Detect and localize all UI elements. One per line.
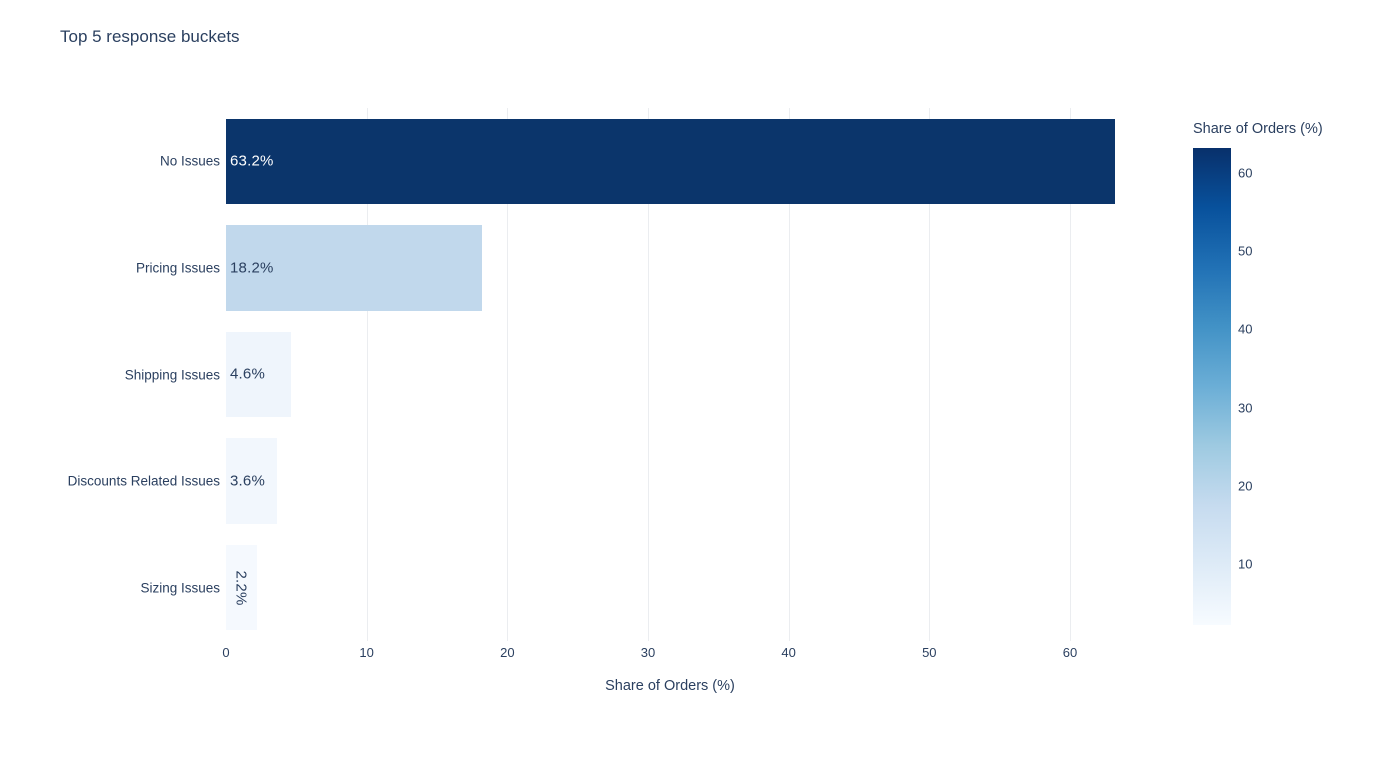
bar[interactable]: 2.2%: [226, 545, 257, 631]
colorbar-tick-label: 10: [1238, 556, 1253, 572]
gridline: [1069, 108, 1071, 641]
colorbar-title: Share of Orders (%): [1193, 121, 1323, 137]
category-label: Shipping Issues: [124, 367, 220, 382]
x-tick-label: 10: [359, 645, 374, 660]
category-label: No Issues: [159, 153, 220, 169]
category-label: Sizing Issues: [140, 580, 220, 596]
colorbar-gradient: [1193, 148, 1231, 625]
x-tick-label: 30: [640, 645, 656, 660]
bar-value-label: 4.6%: [230, 365, 265, 383]
x-axis-title: Share of Orders (%): [605, 678, 735, 694]
bar-value-label: 2.2%: [232, 570, 250, 606]
gridline: [788, 108, 790, 641]
bar-value-label: 18.2%: [230, 259, 274, 277]
bar-value-label: 3.6%: [230, 472, 265, 490]
colorbar-tick-label: 40: [1238, 321, 1253, 337]
chart-title: Top 5 response buckets: [60, 27, 240, 46]
plot-area: 63.2% 18.2% 4.6% 3.6% 2.2%: [226, 108, 1115, 641]
bar[interactable]: 4.6%: [226, 331, 291, 418]
colorbar-tick-label: 20: [1238, 478, 1253, 494]
gridline: [647, 108, 649, 641]
gridline: [366, 108, 368, 641]
x-tick-label: 50: [922, 645, 937, 660]
category-label: Pricing Issues: [135, 260, 220, 276]
gridline: [929, 108, 931, 641]
x-tick-label: 20: [500, 645, 515, 660]
x-tick-label: 60: [1062, 645, 1078, 660]
category-label: Discounts Related Issues: [67, 473, 220, 489]
colorbar-tick-label: 60: [1238, 165, 1253, 181]
bar[interactable]: 3.6%: [226, 438, 277, 524]
x-tick-label: 40: [781, 645, 796, 660]
bar-value-label: 63.2%: [230, 152, 274, 170]
colorbar-tick-label: 50: [1238, 243, 1253, 259]
colorbar-tick-label: 30: [1238, 400, 1253, 416]
bar[interactable]: 18.2%: [226, 225, 482, 311]
gridline: [507, 108, 509, 641]
bar[interactable]: 63.2%: [226, 118, 1115, 204]
x-tick-label: 0: [222, 645, 230, 660]
